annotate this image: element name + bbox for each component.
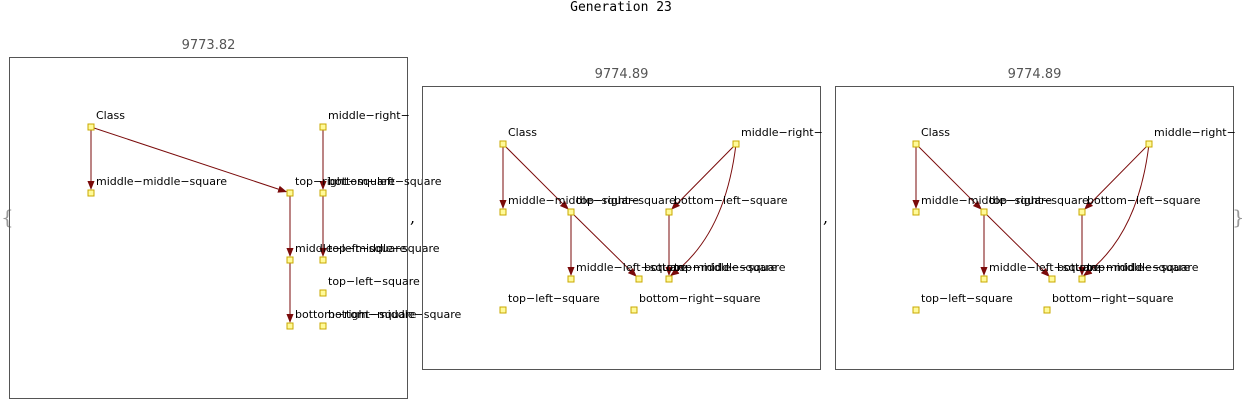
network-panel-2: 9774.89 Class middle−right− middle−middle−… bbox=[422, 67, 823, 370]
node-marker bbox=[665, 208, 673, 216]
node-label: Class bbox=[508, 126, 537, 139]
open-brace: { bbox=[1, 205, 14, 229]
node-marker bbox=[1043, 306, 1051, 314]
node-label: middle−right− bbox=[1154, 126, 1236, 139]
edge-arrow bbox=[915, 143, 982, 210]
network-graph: Class middle−right− middle−middle−square to… bbox=[87, 109, 461, 330]
node-label: middle−left−square bbox=[989, 261, 1101, 274]
node-marker bbox=[1145, 140, 1153, 148]
node-label: middle−middle−square bbox=[96, 175, 227, 188]
node-marker bbox=[567, 208, 575, 216]
node-marker bbox=[1078, 275, 1086, 283]
node-marker bbox=[319, 322, 327, 330]
node-label: bottom−right−square bbox=[1052, 292, 1174, 305]
node-label: middle−middle−square bbox=[508, 194, 639, 207]
node-label: top−middle−square bbox=[1087, 261, 1199, 274]
node-label: bottom−right−square bbox=[639, 292, 761, 305]
node-label: bottom−middle−square bbox=[1057, 261, 1190, 274]
node-label: Class bbox=[921, 126, 950, 139]
node-label: top−middle−square bbox=[328, 242, 440, 255]
node-marker bbox=[499, 306, 507, 314]
node-label: top−left−square bbox=[328, 275, 420, 288]
node-label: bottom−left−square bbox=[328, 175, 442, 188]
node-label: middle−left−square bbox=[295, 242, 407, 255]
node-marker bbox=[87, 189, 95, 197]
node-marker bbox=[499, 208, 507, 216]
edge-arrow bbox=[1083, 143, 1150, 276]
edge-arrow bbox=[670, 143, 737, 276]
edge-arrow bbox=[983, 211, 1050, 277]
node-label: top−left−square bbox=[921, 292, 1013, 305]
node-label: top−right−square bbox=[989, 194, 1089, 207]
node-marker bbox=[286, 322, 294, 330]
node-label: top−left−square bbox=[508, 292, 600, 305]
node-label: top−right−square bbox=[576, 194, 676, 207]
edge-arrow bbox=[570, 211, 637, 277]
panel-score: 9774.89 bbox=[594, 67, 649, 82]
node-label: bottom−right−square bbox=[295, 308, 417, 321]
node-label: middle−right− bbox=[741, 126, 823, 139]
close-brace: } bbox=[1232, 205, 1242, 229]
node-marker bbox=[912, 306, 920, 314]
node-marker bbox=[319, 123, 327, 131]
node-marker bbox=[912, 140, 920, 148]
panel-frame bbox=[9, 57, 408, 399]
node-marker bbox=[286, 189, 294, 197]
node-marker bbox=[319, 289, 327, 297]
node-label: bottom−middle−square bbox=[644, 261, 777, 274]
node-label: top−right−square bbox=[295, 175, 395, 188]
panel-score: 9773.82 bbox=[181, 38, 236, 53]
node-marker bbox=[499, 140, 507, 148]
node-marker bbox=[567, 275, 575, 283]
panel-frame bbox=[422, 86, 821, 370]
node-label: bottom−left−square bbox=[1087, 194, 1201, 207]
node-marker bbox=[630, 306, 638, 314]
separator-comma-2: , bbox=[823, 208, 829, 227]
node-label: top−middle−square bbox=[674, 261, 786, 274]
separator-comma-1: , bbox=[410, 208, 416, 227]
node-label: middle−right− bbox=[328, 109, 410, 122]
node-marker bbox=[635, 275, 643, 283]
edge-arrow bbox=[1084, 143, 1150, 210]
node-marker bbox=[319, 256, 327, 264]
network-panel-3: 9774.89 Class middle−right− middle−middle−… bbox=[835, 67, 1236, 370]
node-marker bbox=[980, 275, 988, 283]
node-marker bbox=[665, 275, 673, 283]
node-marker bbox=[980, 208, 988, 216]
node-marker bbox=[732, 140, 740, 148]
node-marker bbox=[912, 208, 920, 216]
edge-arrow bbox=[90, 126, 288, 193]
node-marker bbox=[319, 189, 327, 197]
node-marker bbox=[1078, 208, 1086, 216]
node-label: middle−left−square bbox=[576, 261, 688, 274]
node-label: bottom−middle−square bbox=[328, 308, 461, 321]
edge-arrow bbox=[502, 143, 569, 210]
node-label: bottom−left−square bbox=[674, 194, 788, 207]
node-marker bbox=[1048, 275, 1056, 283]
node-label: middle−middle−square bbox=[921, 194, 1052, 207]
node-marker bbox=[87, 123, 95, 131]
panel-frame bbox=[835, 86, 1234, 370]
node-label: Class bbox=[96, 109, 125, 122]
edge-arrow bbox=[671, 143, 737, 210]
generation-title: Generation 23 bbox=[570, 0, 672, 15]
panel-score: 9774.89 bbox=[1007, 67, 1062, 82]
network-panel-1: 9773.82 Class middle−right− middle−middle−… bbox=[9, 38, 461, 399]
node-marker bbox=[286, 256, 294, 264]
